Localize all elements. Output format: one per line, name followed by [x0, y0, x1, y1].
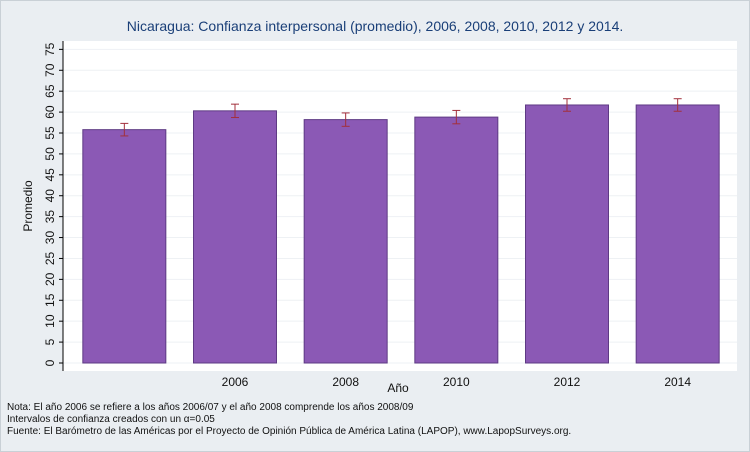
- y-tick-label: 55: [43, 126, 57, 140]
- x-tick-label: 2006: [222, 375, 249, 389]
- y-tick-label: 45: [43, 168, 57, 182]
- y-tick-label: 40: [43, 189, 57, 203]
- note-source: Fuente: El Barómetro de las Américas por…: [7, 426, 572, 437]
- x-axis-ticks: 2006 2008 2010 2012 2014: [222, 375, 692, 389]
- bar: [303, 119, 388, 364]
- y-tick-label: 50: [43, 147, 57, 161]
- x-tick-label: 2014: [664, 375, 691, 389]
- y-tick-label: 60: [43, 105, 57, 119]
- y-tick-label: 25: [43, 251, 57, 265]
- y-tick-label: 75: [43, 42, 57, 56]
- error-bars: [120, 98, 682, 137]
- chart-title: Nicaragua: Confianza interpersonal (prom…: [127, 18, 624, 34]
- bar: [82, 129, 167, 364]
- bar: [635, 104, 720, 364]
- y-axis-label: Promedio: [21, 180, 35, 232]
- note-year-definition: Nota: El año 2006 se refiere a los años …: [7, 402, 414, 413]
- x-axis-label: Año: [387, 381, 409, 395]
- bar: [414, 116, 499, 364]
- y-tick-label: 70: [43, 63, 57, 77]
- bar: [193, 110, 277, 364]
- bar-chart: Nicaragua: Confianza interpersonal (prom…: [21, 18, 737, 395]
- y-axis-ticks: 0 5 10 15 20 25 30 35 40 45 50 55 60 65 70 75: [43, 42, 63, 366]
- y-tick-label: 5: [43, 338, 57, 345]
- y-tick-label: 35: [43, 210, 57, 224]
- y-tick-label: 20: [43, 272, 57, 286]
- chart-notes: Nota: El año 2006 se refiere a los años …: [7, 402, 571, 438]
- y-tick-label: 15: [43, 293, 57, 307]
- x-tick-label: 2012: [554, 375, 581, 389]
- bar: [525, 104, 609, 364]
- y-tick-label: 0: [43, 359, 57, 366]
- y-tick-label: 10: [43, 314, 57, 328]
- note-confidence-interval: Intervalos de confianza creados con un α…: [7, 414, 215, 425]
- x-tick-label: 2010: [443, 375, 470, 389]
- y-tick-label: 30: [43, 231, 57, 245]
- y-tick-label: 65: [43, 84, 57, 98]
- x-tick-label: 2008: [332, 375, 359, 389]
- plot-area: [63, 41, 737, 371]
- gridlines: [63, 48, 737, 364]
